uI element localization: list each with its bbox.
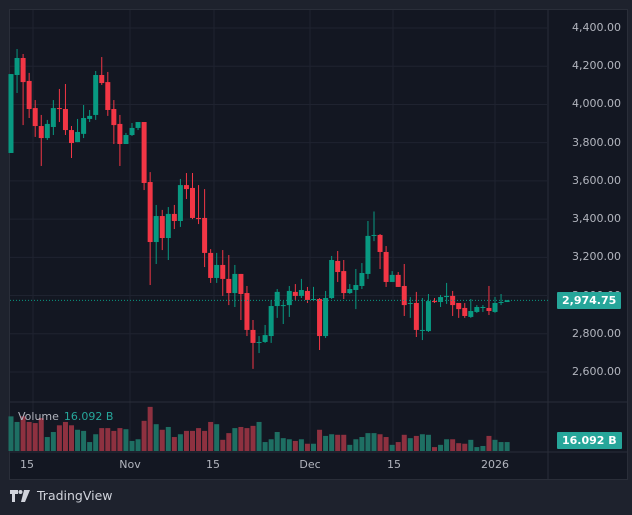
price-label: 4,200.00 (572, 59, 621, 73)
time-label: 15 (20, 458, 34, 471)
price-label: 3,400.00 (572, 212, 621, 226)
volume-badge: 16.092 B (557, 432, 622, 449)
price-label: 4,000.00 (572, 97, 621, 111)
last-price-badge: 2,974.75 (557, 292, 622, 310)
tradingview-branding[interactable]: TradingView (10, 488, 113, 503)
price-label: 3,200.00 (572, 250, 621, 264)
volume-value: 16.092 B (63, 410, 114, 423)
price-label: 3,800.00 (572, 135, 621, 149)
volume-label: Volume (18, 410, 59, 423)
time-label: Nov (119, 458, 141, 471)
time-label: 15 (387, 458, 401, 471)
time-label: 15 (206, 458, 220, 471)
time-label: Dec (299, 458, 321, 471)
tradingview-logo-icon (10, 489, 30, 502)
brand-name: TradingView (37, 488, 113, 503)
volume-legend[interactable]: Volume 16.092 B (18, 410, 113, 423)
price-label: 2,600.00 (572, 364, 621, 378)
price-label: 2,800.00 (572, 326, 621, 340)
price-label: 3,600.00 (572, 173, 621, 187)
time-label: 2026 (481, 458, 509, 471)
price-label: 4,400.00 (572, 21, 621, 34)
